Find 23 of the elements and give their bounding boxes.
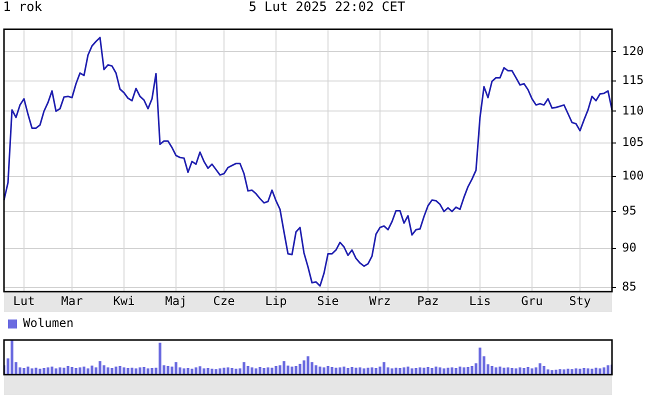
- y-tick-label: 115: [622, 72, 644, 87]
- x-tick-label: Lis: [469, 294, 491, 308]
- chart-title: 1 rok: [3, 0, 42, 16]
- x-tick-label: Lut: [13, 294, 35, 308]
- x-tick-label: Kwi: [113, 294, 135, 308]
- x-tick-label: Mar: [61, 294, 83, 308]
- y-tick-label: 100: [622, 168, 644, 182]
- legend-label: Wolumen: [23, 316, 74, 330]
- y-tick-label: 90: [622, 240, 636, 255]
- x-tick-label: Lip: [265, 294, 287, 308]
- x-tick-label: Gru: [521, 294, 543, 308]
- y-tick-label: 85: [622, 280, 636, 294]
- x-tick-label: Cze: [213, 294, 235, 308]
- x-tick-label: Paz: [417, 294, 439, 308]
- y-tick-label: 110: [622, 103, 644, 118]
- y-tick-label: 95: [622, 204, 636, 218]
- y-tick-label: 105: [622, 135, 644, 150]
- x-tick-label: Sie: [317, 294, 339, 308]
- x-tick-label: Sty: [569, 294, 591, 308]
- chart-subtitle: 5 Lut 2025 22:02 CET: [248, 0, 406, 16]
- x-tick-label: Maj: [165, 294, 187, 308]
- y-tick-label: 120: [622, 44, 644, 58]
- x-tick-label: Wrz: [369, 294, 391, 308]
